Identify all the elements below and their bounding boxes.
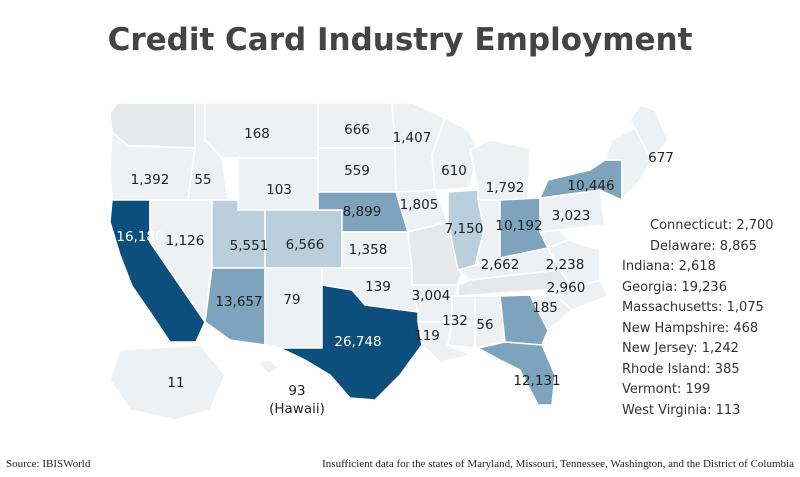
state-florida	[477, 341, 556, 406]
state-value-label: 56	[476, 317, 493, 333]
state-value-label: 8,899	[343, 204, 382, 220]
state-value-label: 10,192	[495, 218, 542, 234]
state-value-label: 1,358	[349, 242, 388, 258]
state-alabama	[474, 295, 506, 349]
state-value-label: 103	[266, 182, 292, 198]
state-value-label: 3,023	[552, 208, 591, 224]
small-state-entry: Georgia: 19,236	[622, 279, 727, 295]
state-value-label: 79	[283, 292, 300, 308]
small-state-entry: Delaware: 8,865	[650, 238, 757, 254]
small-states-legend: Connecticut: 2,700 Delaware: 8,865 Indiana…	[622, 216, 800, 421]
small-state-entry: New Jersey: 1,242	[622, 341, 739, 356]
state-utah	[211, 199, 266, 269]
state-value-label: 55	[194, 172, 211, 188]
state-value-label: 677	[648, 150, 674, 166]
state-value-label: 1,805	[400, 197, 439, 213]
state-value-label: 3,004	[412, 288, 451, 304]
state-value-label: 16,180	[116, 229, 163, 245]
state-value-label: 5,551	[230, 238, 269, 254]
state-new-england	[604, 124, 653, 201]
state-value-label: 185	[532, 300, 558, 316]
state-value-label: 26,748	[334, 334, 381, 350]
state-value-label: 13,657	[215, 294, 262, 310]
map-title: Credit Card Industry Employment	[107, 22, 693, 58]
small-state-entry: New Hampshire: 468	[622, 320, 759, 336]
labels-layer: 1,392 16,180 55 1,126 168 103 5,551 13,657 6,566…	[116, 122, 674, 417]
state-value-label: 559	[344, 163, 370, 179]
state-maine	[629, 104, 669, 161]
state-value-label: 119	[414, 328, 440, 344]
state-hawaii	[257, 359, 279, 375]
state-new-mexico	[264, 267, 323, 349]
state-value-label: 6,566	[286, 237, 325, 253]
state-value-label: 610	[441, 163, 467, 179]
small-state-entry: Connecticut: 2,700	[650, 218, 774, 233]
state-value-label: 168	[244, 126, 270, 142]
small-state-entry: Massachusetts: 1,075	[622, 300, 764, 315]
small-state-entry: Indiana: 2,618	[622, 259, 716, 274]
hawaii-caption: (Hawaii)	[269, 401, 325, 417]
state-value-label: 11	[167, 375, 184, 391]
source-note: Source: IBISWorld	[6, 458, 91, 470]
state-mississippi	[447, 295, 476, 349]
state-value-label: 2,238	[546, 257, 585, 273]
state-alaska	[109, 344, 226, 421]
small-state-entry: Vermont: 199	[622, 382, 711, 397]
state-value-label: 93	[288, 383, 305, 399]
state-value-label: 7,150	[445, 221, 484, 237]
state-value-label: 139	[365, 279, 391, 295]
state-value-label: 1,392	[131, 172, 170, 188]
state-value-label: 12,131	[513, 373, 560, 389]
small-state-entry: West Virginia: 113	[622, 402, 741, 418]
small-state-entry: Rhode Island: 385	[622, 361, 740, 377]
state-value-label: 666	[344, 122, 370, 138]
state-value-label: 1,792	[486, 180, 525, 196]
state-arizona	[204, 267, 266, 346]
state-value-label: 1,126	[166, 233, 205, 249]
insufficient-data-note: Insufficient data for the states of Mary…	[322, 458, 794, 470]
state-value-label: 2,662	[481, 257, 520, 273]
state-value-label: 132	[442, 313, 468, 329]
state-value-label: 1,407	[393, 130, 432, 146]
state-value-label: 2,960	[547, 280, 586, 296]
states-layer	[109, 102, 669, 421]
state-value-label: 10,446	[567, 178, 614, 194]
